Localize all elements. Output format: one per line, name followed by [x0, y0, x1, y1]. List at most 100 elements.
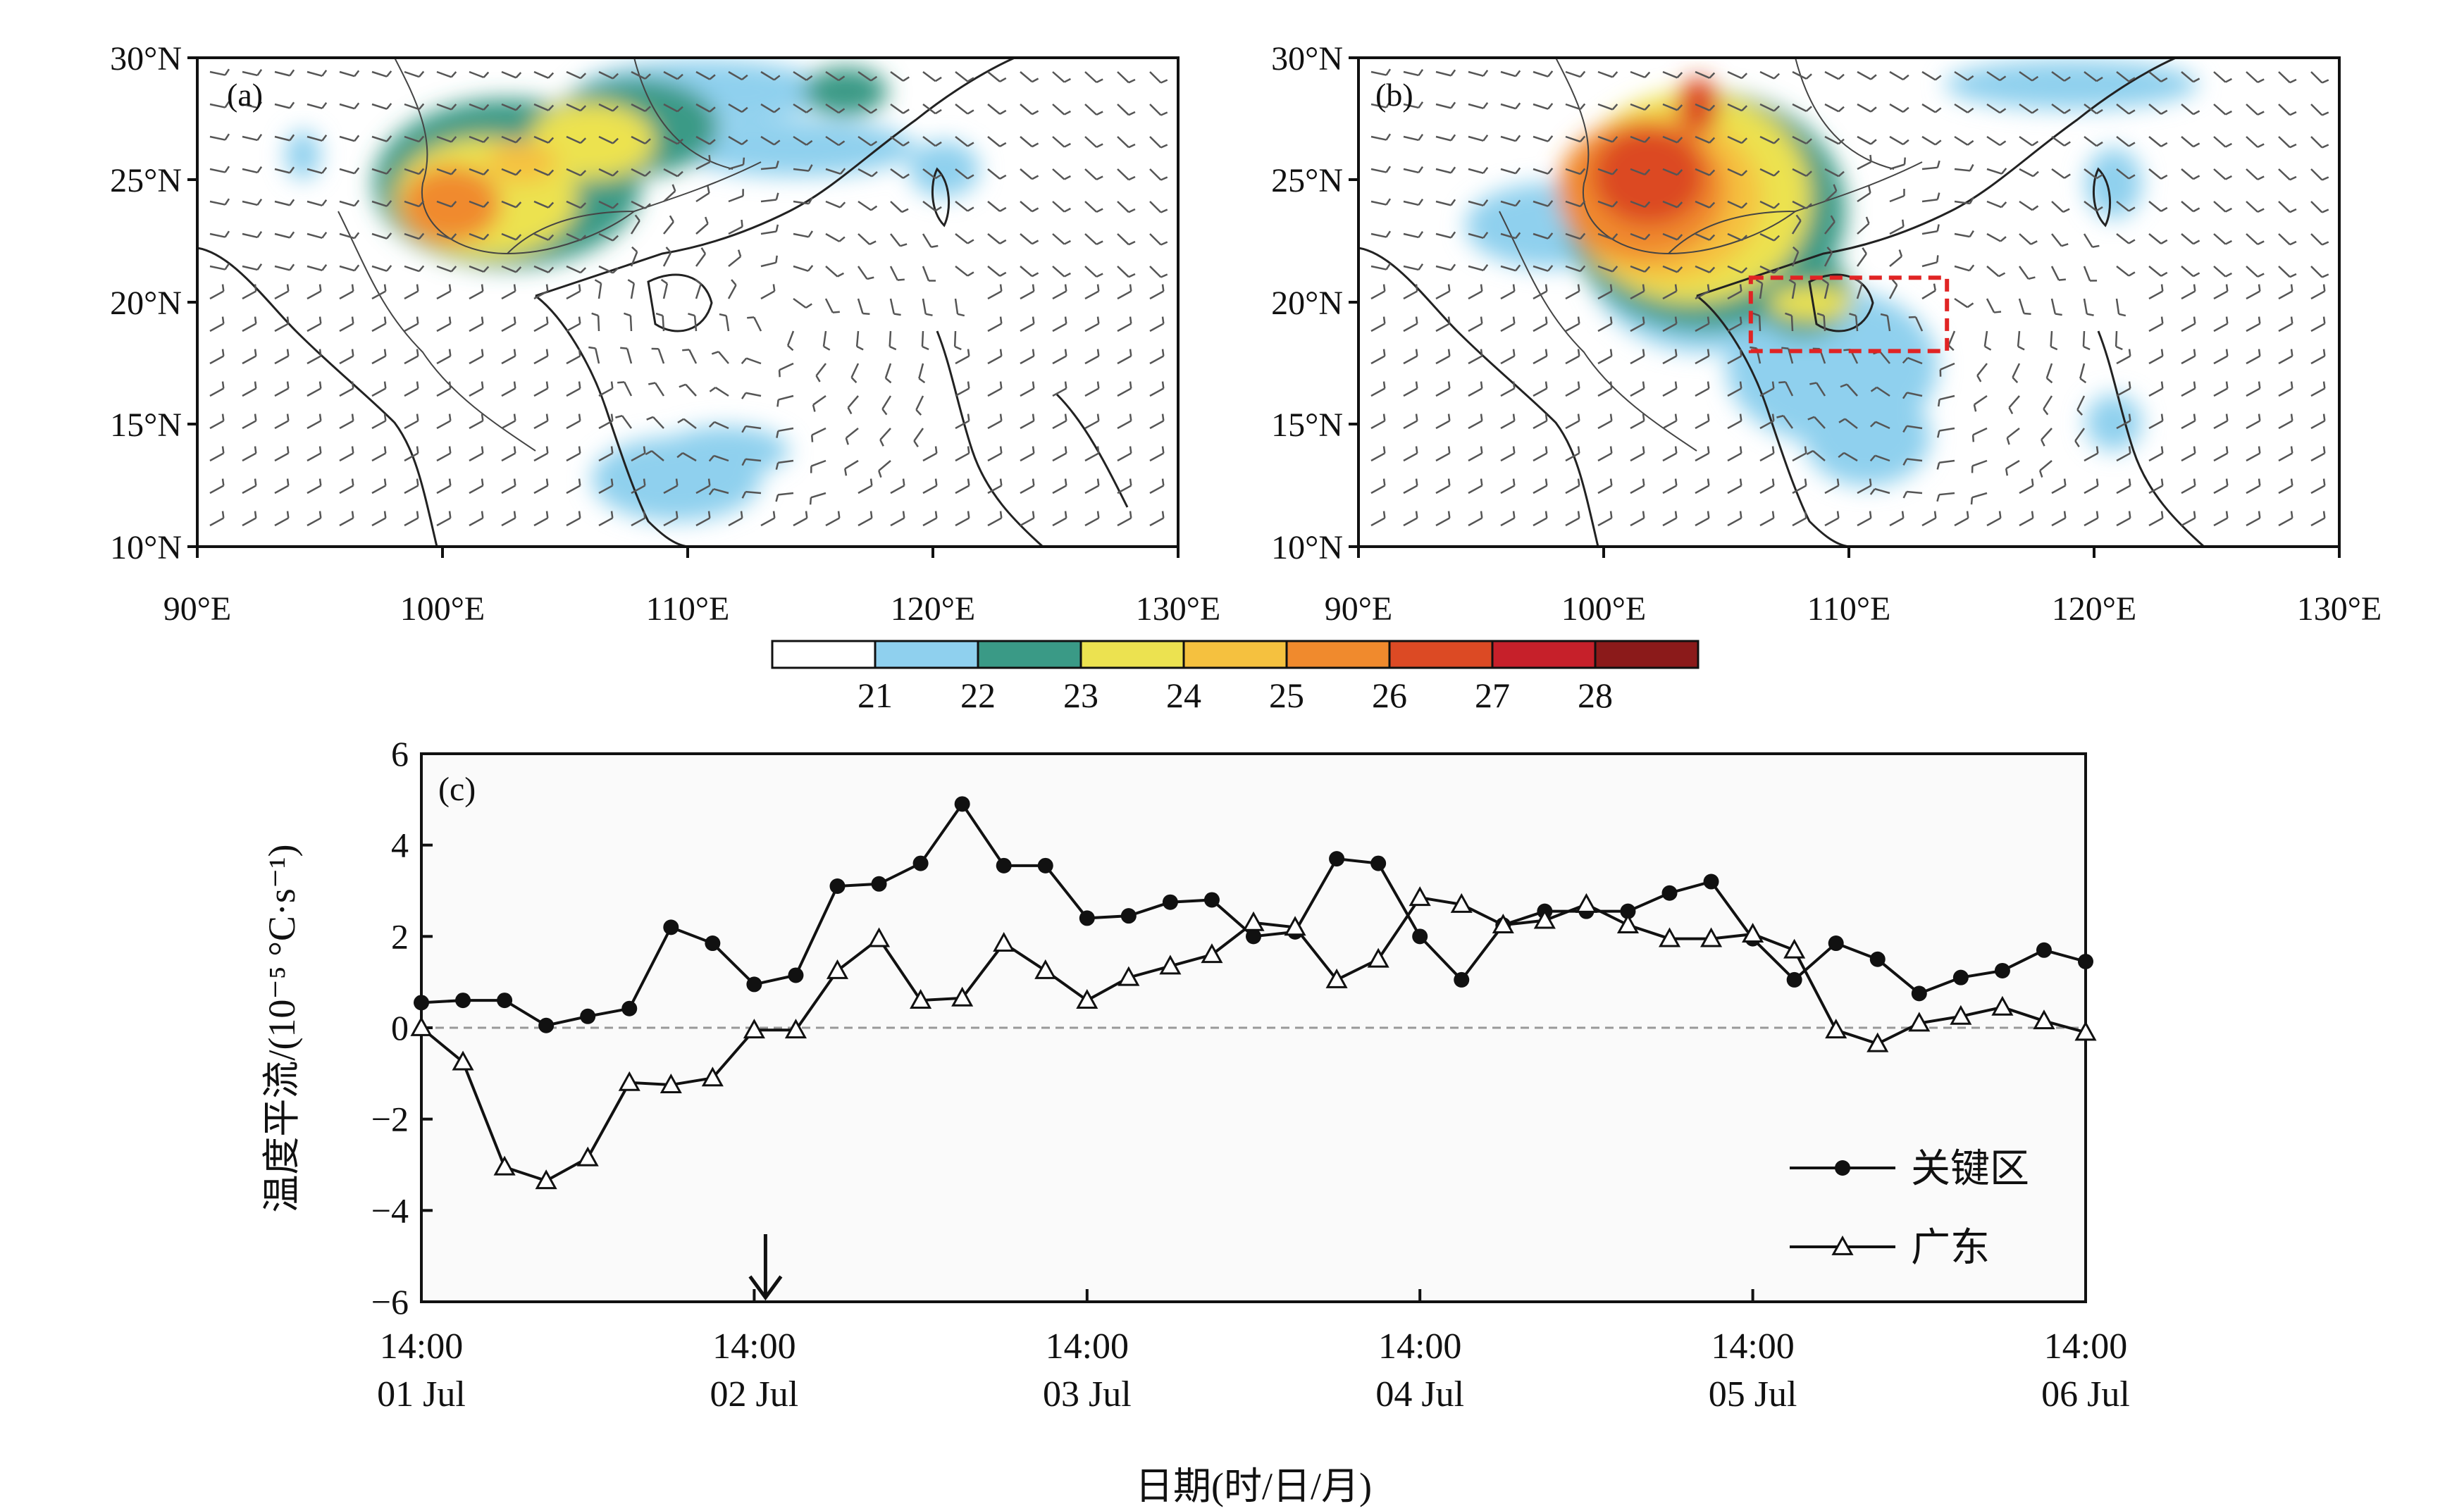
wind-barb: [2148, 201, 2162, 212]
wind-barb-flag: [1515, 167, 1521, 174]
wind-barb: [404, 168, 420, 175]
wind-barb-flag: [2128, 271, 2136, 277]
wind-barb-flag: [1418, 68, 1424, 76]
wind-barb-flag: [450, 233, 457, 240]
wind-barb: [1565, 323, 1580, 332]
wind-barb-flag: [1382, 446, 1386, 454]
wind-barb: [1370, 265, 1387, 271]
wind-barb-flag: [1862, 247, 1867, 254]
wind-barb: [1857, 103, 1871, 113]
wind-barb: [2076, 395, 2086, 411]
wind-barb: [469, 70, 484, 79]
wind-barb: [2181, 290, 2196, 300]
wind-barb-flag: [805, 107, 813, 113]
wind-barb: [695, 517, 710, 527]
wind-barb: [2045, 363, 2053, 379]
wind-barb: [1117, 323, 1132, 332]
wind-barb-flag: [807, 265, 814, 272]
wind-barb: [1727, 517, 1742, 527]
wind-barb: [889, 266, 898, 281]
wind-barb: [2051, 135, 2065, 147]
wind-barb-flag: [580, 105, 587, 111]
wind-barb-flag: [1741, 202, 1748, 209]
wind-barb: [404, 200, 420, 208]
wind-barb: [1727, 452, 1742, 462]
wind-barb-flag: [1826, 247, 1833, 254]
wind-barb-flag: [1544, 413, 1548, 421]
wind-barb-flag: [1709, 137, 1716, 144]
wind-barb: [501, 265, 516, 273]
wind-barb: [955, 517, 970, 527]
wind-barb: [307, 70, 323, 77]
data-point-triangle: [576, 1146, 599, 1167]
x-tick-time: 14:00: [1711, 1326, 1794, 1367]
wind-barb-flag: [2257, 111, 2265, 116]
wind-barb-flag: [321, 70, 328, 77]
wind-barb-flag: [547, 169, 555, 176]
wind-barb: [469, 452, 483, 462]
wind-barb: [436, 355, 451, 365]
wind-barb: [436, 70, 452, 78]
wind-barb-flag: [774, 139, 781, 146]
wind-barb-flag: [256, 230, 263, 238]
wind-barb-flag: [2031, 478, 2034, 486]
wind-barb: [2116, 233, 2130, 244]
wind-barb: [778, 394, 794, 401]
wind-barb: [2278, 420, 2293, 430]
wind-barb-flag: [2257, 78, 2265, 84]
wind-barb-flag: [2000, 168, 2007, 175]
wind-barb: [307, 452, 321, 462]
wind-barb-flag: [922, 345, 929, 351]
wind-barb: [695, 192, 710, 203]
wind-barb-flag: [1707, 478, 1710, 486]
wind-barb-flag: [1902, 392, 1908, 399]
wind-barb: [339, 420, 354, 430]
wind-barb: [242, 70, 258, 77]
wind-barb-flag: [838, 140, 846, 147]
wind-barb: [1662, 168, 1678, 176]
wind-barb-flag: [2193, 240, 2200, 245]
wind-barb: [884, 363, 892, 379]
wind-barb: [2019, 517, 2033, 527]
wind-barb: [955, 71, 969, 82]
wind-barb: [436, 485, 451, 495]
wind-barb-flag: [1515, 264, 1521, 271]
wind-barb: [727, 285, 737, 299]
wind-barb-flag: [867, 276, 874, 280]
colorbar-tick-label: 26: [1372, 676, 1407, 715]
wind-barb: [2051, 103, 2065, 114]
wind-barb: [1597, 387, 1612, 397]
wind-barb: [1662, 135, 1678, 144]
colorbar-tick-label: 22: [960, 676, 996, 715]
wind-barb-flag: [1999, 75, 2007, 82]
legend-label: 关键区: [1911, 1148, 2029, 1191]
wind-barb-flag: [741, 139, 748, 146]
wind-barb: [1986, 168, 2002, 175]
wind-barb: [1435, 265, 1451, 271]
wind-barb: [1662, 103, 1678, 111]
wind-barb-flag: [1385, 263, 1392, 271]
wind-barb: [1857, 485, 1871, 495]
wind-barb-flag: [2031, 75, 2039, 82]
wind-barb-flag: [418, 103, 425, 110]
wind-barb: [1921, 199, 1938, 203]
wind-barb: [695, 223, 709, 235]
wind-barb: [1084, 201, 1098, 213]
wind-barb-flag: [1063, 207, 1071, 213]
wind-barb: [1630, 355, 1645, 365]
wind-barb-flag: [885, 377, 892, 384]
wind-barb: [1921, 70, 1936, 81]
wind-barb: [728, 517, 743, 527]
wind-barb-flag: [1809, 382, 1817, 385]
wind-barb-flag: [676, 73, 683, 80]
wind-barb: [1954, 517, 1969, 527]
wind-barb: [1020, 452, 1034, 462]
wind-barb-flag: [805, 75, 813, 81]
data-point-triangle: [1866, 1032, 1889, 1052]
wind-barb-flag: [869, 240, 877, 246]
wind-barb: [2005, 459, 2020, 470]
wind-barb-flag: [385, 135, 392, 142]
wind-barb: [594, 348, 600, 364]
wind-barb: [1117, 266, 1129, 278]
wind-barb: [1695, 265, 1710, 273]
